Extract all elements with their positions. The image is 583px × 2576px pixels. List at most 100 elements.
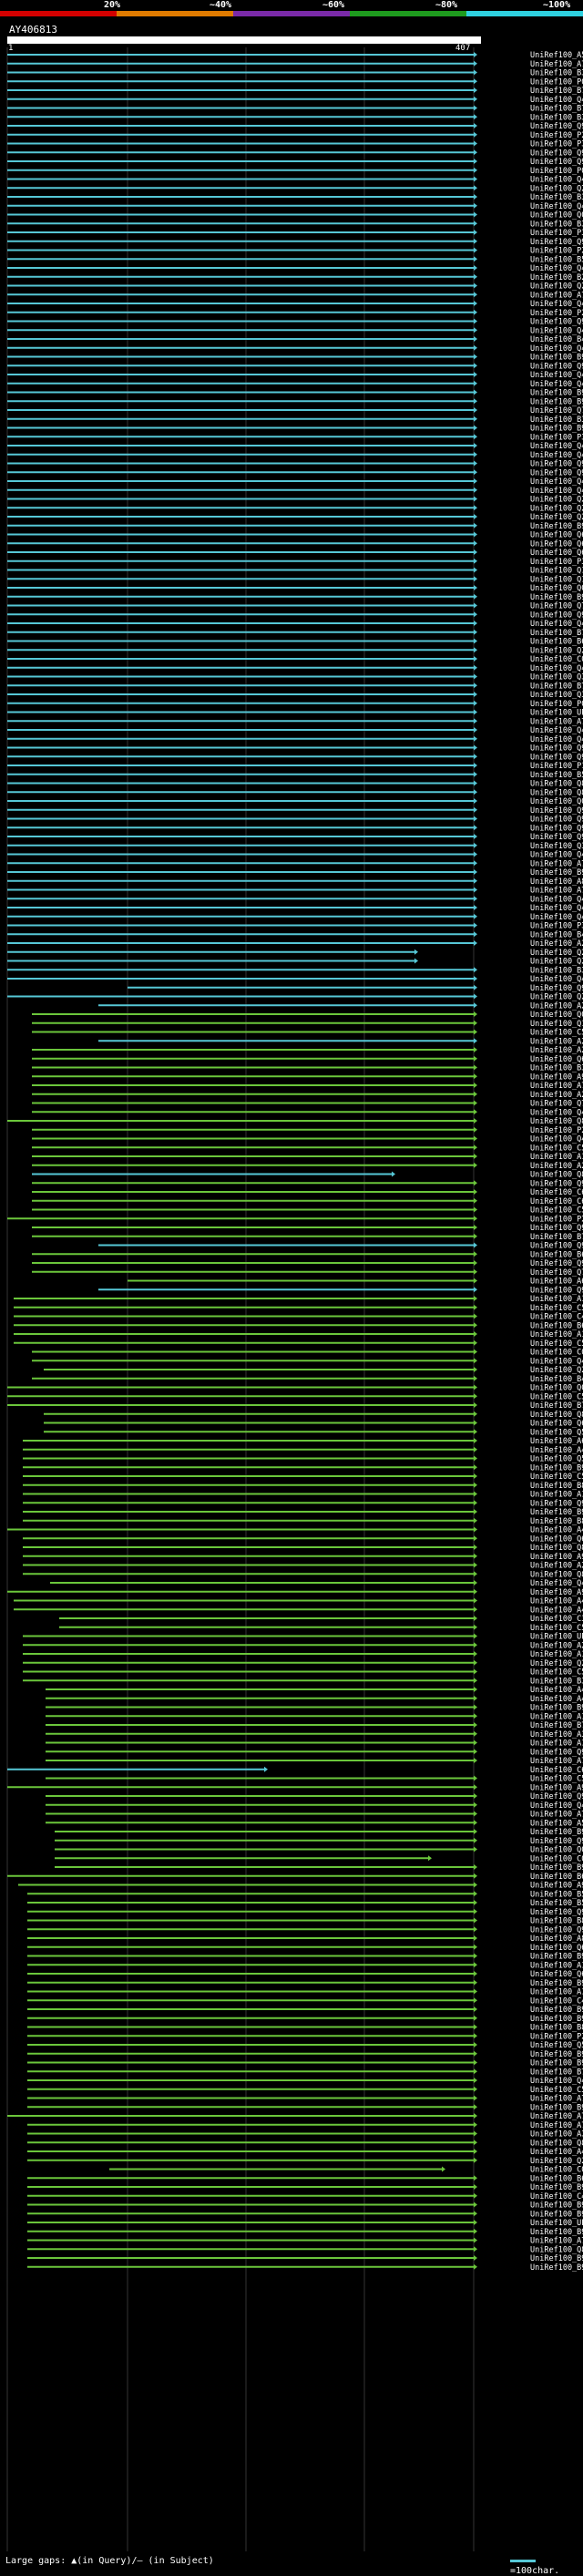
hit-label[interactable]: UniRef100_A9U1H6	[530, 1783, 583, 1792]
hit-label[interactable]: UniRef100_Q4JME7	[530, 726, 583, 735]
hit-label[interactable]: UniRef100_B9N2H4	[530, 1704, 583, 1713]
hit-label[interactable]: UniRef100_A1XC12	[530, 1491, 583, 1500]
hit-label[interactable]: UniRef100_P29250	[530, 1215, 583, 1224]
hit-label[interactable]: UniRef100_Q2TV13	[530, 1659, 583, 1668]
hit-label[interactable]: UniRef100_Q41244	[530, 300, 583, 309]
hit-label[interactable]: UniRef100_Q22508	[530, 504, 583, 513]
hit-label[interactable]: UniRef100_Q43800	[530, 664, 583, 673]
hit-label[interactable]: UniRef100_C4J4H4	[530, 1313, 583, 1322]
hit-label[interactable]: UniRef100_Q43817	[530, 96, 583, 105]
hit-label[interactable]: UniRef100_P14896	[530, 762, 583, 771]
hit-label[interactable]: UniRef100_P33414	[530, 140, 583, 149]
hit-label[interactable]: UniRef100_Q24370	[530, 2157, 583, 2166]
hit-label[interactable]: UniRef100_A7RZ16	[530, 1757, 583, 1766]
hit-label[interactable]: UniRef100_A9U1H4	[530, 1882, 583, 1891]
hit-label[interactable]: UniRef100_B8DB55	[530, 1517, 583, 1526]
hit-label[interactable]: UniRef100_Q9HLS8	[530, 1259, 583, 1268]
hit-label[interactable]: UniRef100_Q65R89	[530, 531, 583, 540]
hit-label[interactable]: UniRef100_A7PS80	[530, 717, 583, 726]
hit-label[interactable]: UniRef100_B9GMA4	[530, 2228, 583, 2237]
hit-label[interactable]: UniRef100_Q42873	[530, 913, 583, 922]
hit-label[interactable]: UniRef100_B7Z2Z8	[530, 1721, 583, 1730]
hit-label[interactable]: UniRef100_A1XDX9	[530, 1295, 583, 1304]
hit-label[interactable]: UniRef100_A3AU93	[530, 1730, 583, 1740]
hit-label[interactable]: UniRef100_B9GK84	[530, 2103, 583, 2112]
hit-label[interactable]: UniRef100_Q9FEN8	[530, 1792, 583, 1801]
hit-label[interactable]: UniRef100_Q39870	[530, 673, 583, 682]
hit-label[interactable]: UniRef100_Q42595	[530, 326, 583, 335]
hit-label[interactable]: UniRef100_A7NWK7	[530, 887, 583, 896]
hit-label[interactable]: UniRef100_P09918	[530, 167, 583, 176]
hit-label[interactable]: UniRef100_B9GVZ8	[530, 1508, 583, 1517]
hit-label[interactable]: UniRef100_Q20047	[530, 646, 583, 655]
hit-label[interactable]: UniRef100_A4ZF21	[530, 2148, 583, 2157]
hit-label[interactable]: UniRef100_Q9M5D3	[530, 1925, 583, 1935]
hit-label[interactable]: UniRef100_Q9ZQ02	[530, 984, 583, 993]
hit-label[interactable]: UniRef100_Q93Y18	[530, 362, 583, 371]
hit-label[interactable]: UniRef100_Q4W668	[530, 1108, 583, 1117]
hit-label[interactable]: UniRef100_A7QPR2	[530, 2121, 583, 2130]
hit-label[interactable]: UniRef100_A1XC16	[530, 1988, 583, 1997]
hit-label[interactable]: UniRef100_B9N5P0	[530, 1979, 583, 1988]
hit-label[interactable]: UniRef100_B5VTN3	[530, 771, 583, 780]
hit-label[interactable]: UniRef100_Q42705	[530, 851, 583, 860]
hit-label[interactable]: UniRef100_A7QPP7	[530, 2112, 583, 2121]
hit-label[interactable]: UniRef100_A2XL11	[530, 1091, 583, 1100]
hit-label[interactable]: UniRef100_A2XL17	[530, 1162, 583, 1171]
hit-label[interactable]: UniRef100_Q9M463	[530, 824, 583, 833]
hit-label[interactable]: UniRef100_Q41238	[530, 451, 583, 460]
hit-label[interactable]: UniRef100_C0LGK3	[530, 2166, 583, 2175]
hit-label[interactable]: UniRef100_UPI000...	[530, 1633, 583, 1642]
hit-label[interactable]: UniRef100_Q27P92	[530, 993, 583, 1002]
hit-label[interactable]: UniRef100_Q42170	[530, 975, 583, 984]
hit-label[interactable]: UniRef100_Q43446	[530, 176, 583, 185]
hit-label[interactable]: UniRef100_Q0ZDG1	[530, 797, 583, 806]
hit-label[interactable]: UniRef100_B9HJA6	[530, 425, 583, 434]
hit-label[interactable]: UniRef100_P38417	[530, 229, 583, 238]
hit-label[interactable]: UniRef100_Q9FQ90	[530, 122, 583, 131]
hit-label[interactable]: UniRef100_C6K7A4	[530, 1188, 583, 1197]
hit-label[interactable]: UniRef100_Q93XP1	[530, 611, 583, 620]
hit-label[interactable]: UniRef100_Q9HR11	[530, 1286, 583, 1295]
hit-label[interactable]: UniRef100_Q9M325	[530, 238, 583, 247]
hit-label[interactable]: UniRef100_B4FLR8	[530, 1375, 583, 1384]
hit-label[interactable]: UniRef100_A2XD68	[530, 1562, 583, 1571]
hit-label[interactable]: UniRef100_A5C895	[530, 1819, 583, 1828]
hit-label[interactable]: UniRef100_Q42704	[530, 904, 583, 913]
hit-label[interactable]: UniRef100_A1XC13	[530, 1712, 583, 1721]
hit-label[interactable]: UniRef100_Q95E16	[530, 460, 583, 469]
hit-label[interactable]: UniRef100_P09186	[530, 77, 583, 87]
hit-label[interactable]: UniRef100_B91756	[530, 389, 583, 398]
hit-label[interactable]: UniRef100_A7NZV8	[530, 859, 583, 868]
hit-label[interactable]: UniRef100_A7R402	[530, 2237, 583, 2246]
hit-label[interactable]: UniRef100_Q6QS52	[530, 1970, 583, 1979]
hit-label[interactable]: UniRef100_A1XC15	[530, 1961, 583, 1970]
hit-label[interactable]: UniRef100_A2XTZ0	[530, 1641, 583, 1650]
hit-label[interactable]: UniRef100_P24095	[530, 309, 583, 318]
hit-label[interactable]: UniRef100_Q46574	[530, 1357, 583, 1366]
hit-label[interactable]: UniRef100_Q65R87	[530, 539, 583, 549]
hit-label[interactable]: UniRef100_B91BV0	[530, 1953, 583, 1962]
hit-label[interactable]: UniRef100_A6THN0	[530, 1437, 583, 1446]
hit-label[interactable]: UniRef100_Q0DJB6	[530, 1846, 583, 1855]
hit-label[interactable]: UniRef100_Q67R80	[530, 1055, 583, 1064]
hit-label[interactable]: UniRef100_Q8F512	[530, 1544, 583, 1553]
hit-label[interactable]: UniRef100_Q43438	[530, 202, 583, 211]
hit-label[interactable]: UniRef100_A5HIG3	[530, 51, 583, 60]
hit-label[interactable]: UniRef100_B9ASJ1	[530, 2263, 583, 2273]
hit-label[interactable]: UniRef100_Q93U05	[530, 816, 583, 825]
hit-label[interactable]: UniRef100_P27481	[530, 131, 583, 140]
hit-label[interactable]: UniRef100_Q43190	[530, 477, 583, 487]
hit-label[interactable]: UniRef100_A1XC10	[530, 1330, 583, 1339]
hit-label[interactable]: UniRef100_Q24371	[530, 1366, 583, 1375]
hit-label[interactable]: UniRef100_B6W4Q8	[530, 1321, 583, 1330]
hit-label[interactable]: UniRef100_C5Y999	[530, 1473, 583, 1482]
hit-label[interactable]: UniRef100_Q24329	[530, 184, 583, 193]
hit-label[interactable]: UniRef100_Q24377	[530, 496, 583, 505]
hit-label[interactable]: UniRef100_C6ZSE3	[530, 1766, 583, 1775]
hit-label[interactable]: UniRef100_A7Q8S2	[530, 2095, 583, 2104]
hit-label[interactable]: UniRef100_B9FNR7	[530, 1863, 583, 1873]
hit-label[interactable]: UniRef100_B8LLK5	[530, 1917, 583, 1926]
hit-label[interactable]: UniRef100_Q9FNQ8	[530, 1837, 583, 1846]
hit-label[interactable]: UniRef100_B7Z2X9	[530, 1233, 583, 1242]
